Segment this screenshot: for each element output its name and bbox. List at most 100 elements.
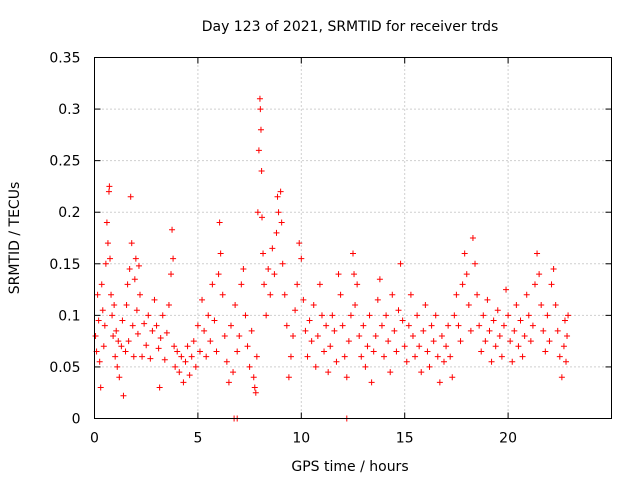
data-point <box>507 338 514 345</box>
data-point <box>215 271 222 278</box>
data-point <box>156 384 163 391</box>
data-point <box>372 332 379 339</box>
data-point <box>300 296 307 303</box>
data-point <box>271 271 278 278</box>
data-point <box>548 281 555 288</box>
data-point <box>281 291 288 298</box>
data-point <box>534 250 541 257</box>
data-point <box>184 343 191 350</box>
data-point <box>329 312 336 319</box>
data-point <box>196 348 203 355</box>
data-point <box>350 250 356 257</box>
data-point <box>525 312 532 319</box>
data-point <box>257 126 264 133</box>
data-point <box>211 317 218 324</box>
data-point <box>364 343 371 350</box>
data-point <box>257 106 264 113</box>
data-point <box>104 240 111 247</box>
data-point <box>455 322 462 329</box>
data-point <box>333 358 340 365</box>
data-point <box>205 312 212 319</box>
data-point <box>339 322 346 329</box>
data-point <box>445 322 452 329</box>
data-point <box>136 291 143 298</box>
ticks-layer: 0 0.05 0.1 0.15 0.2 0.25 0.3 0.35 0 5 10 15 20 <box>49 51 612 447</box>
data-point <box>298 255 305 262</box>
data-point <box>250 374 257 381</box>
data-point <box>238 281 245 288</box>
data-point <box>500 322 507 329</box>
data-point <box>118 343 125 350</box>
data-point <box>246 363 253 370</box>
data-point <box>209 281 216 288</box>
data-point <box>523 291 530 298</box>
data-point <box>149 327 156 334</box>
data-point <box>383 312 390 319</box>
data-point <box>151 296 158 303</box>
data-point <box>256 95 263 102</box>
data-point <box>147 355 154 362</box>
data-point <box>106 183 113 190</box>
points-layer <box>92 95 572 422</box>
data-point <box>174 348 181 355</box>
data-point <box>331 327 338 334</box>
data-point <box>370 348 377 355</box>
data-point <box>428 322 435 329</box>
data-point <box>358 353 365 360</box>
data-point <box>418 369 425 376</box>
data-point <box>544 312 551 319</box>
data-point <box>459 281 466 288</box>
data-point <box>381 353 388 360</box>
data-point <box>341 353 348 360</box>
data-point <box>95 317 102 324</box>
data-point <box>327 343 334 350</box>
data-point <box>325 369 332 376</box>
data-point <box>304 353 311 360</box>
data-point <box>216 219 223 226</box>
data-point <box>360 322 367 329</box>
y-tick-label: 0.35 <box>49 51 80 67</box>
data-point <box>472 260 479 267</box>
data-point <box>529 322 536 329</box>
data-point <box>213 348 220 355</box>
data-point <box>486 327 493 334</box>
data-point <box>240 265 247 272</box>
data-point <box>254 209 261 216</box>
data-point <box>186 372 193 379</box>
data-point <box>308 338 315 345</box>
data-point <box>178 353 185 360</box>
data-point <box>321 348 328 355</box>
data-point <box>157 335 164 342</box>
data-point <box>129 322 136 329</box>
data-point <box>194 322 201 329</box>
data-point <box>414 312 421 319</box>
data-point <box>101 322 108 329</box>
data-point <box>223 358 230 365</box>
data-point <box>207 338 214 345</box>
data-point <box>159 312 166 319</box>
x-axis-label: GPS time / hours <box>291 459 408 475</box>
data-point <box>538 302 545 309</box>
y-axis-label: SRMTID / TECUs <box>7 182 23 295</box>
data-point <box>111 302 118 309</box>
data-point <box>449 374 456 381</box>
data-point <box>248 327 255 334</box>
data-point <box>275 209 282 216</box>
data-point <box>126 265 133 272</box>
data-point <box>100 343 107 350</box>
data-point <box>99 307 106 314</box>
data-point <box>131 276 138 283</box>
data-point <box>401 343 408 350</box>
data-point <box>172 363 179 370</box>
data-point <box>92 332 99 339</box>
x-tick-label: 5 <box>193 431 202 447</box>
data-point <box>434 353 441 360</box>
data-point <box>115 338 122 345</box>
data-point <box>561 317 568 324</box>
data-point <box>461 250 468 257</box>
data-point <box>260 250 267 257</box>
data-point <box>335 271 342 278</box>
data-point <box>337 291 344 298</box>
chart-title: Day 123 of 2021, SRMTID for receiver trd… <box>202 19 499 35</box>
data-point <box>531 281 538 288</box>
